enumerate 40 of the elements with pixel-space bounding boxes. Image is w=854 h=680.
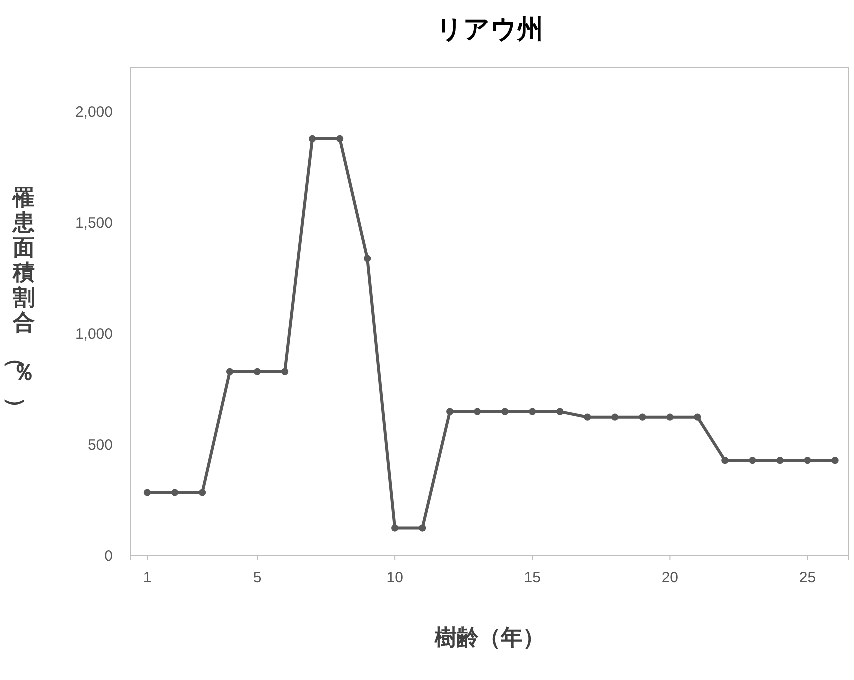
x-tick-label: 1 bbox=[143, 570, 152, 587]
point bbox=[556, 408, 564, 416]
point bbox=[666, 414, 674, 421]
point bbox=[226, 368, 234, 376]
point bbox=[612, 414, 619, 421]
point bbox=[529, 408, 536, 416]
point bbox=[639, 414, 646, 421]
point bbox=[171, 489, 179, 496]
point bbox=[198, 489, 206, 496]
point bbox=[446, 408, 454, 416]
x-tick-label: 5 bbox=[253, 570, 262, 587]
point bbox=[392, 524, 399, 532]
x-tick-label: 25 bbox=[799, 570, 816, 587]
y-tick-label: 0 bbox=[104, 548, 113, 565]
point bbox=[694, 414, 702, 421]
point bbox=[364, 255, 372, 262]
point bbox=[502, 408, 509, 416]
point bbox=[281, 368, 289, 376]
point bbox=[254, 368, 262, 376]
text: 罹患面積割合（％） bbox=[3, 186, 35, 419]
y-tick-label: 1,500 bbox=[75, 215, 113, 232]
point bbox=[804, 457, 812, 464]
y-tick-label: 2,000 bbox=[75, 104, 113, 122]
x-axis-title: 樹齢（年） bbox=[434, 626, 545, 651]
y-tick-label: 1,000 bbox=[75, 326, 113, 343]
point bbox=[722, 457, 729, 464]
point bbox=[474, 408, 482, 416]
point bbox=[776, 457, 784, 464]
point bbox=[749, 457, 756, 464]
point bbox=[584, 414, 592, 421]
chart-title: リアウ州 bbox=[436, 15, 544, 45]
point bbox=[419, 524, 426, 532]
x-tick-label: 10 bbox=[386, 570, 404, 587]
point bbox=[308, 135, 316, 143]
point bbox=[832, 457, 839, 464]
point bbox=[336, 135, 344, 143]
x-tick-label: 15 bbox=[524, 570, 541, 587]
x-tick-label: 20 bbox=[662, 570, 679, 587]
point bbox=[144, 489, 152, 496]
y-tick-label: 500 bbox=[88, 436, 113, 454]
